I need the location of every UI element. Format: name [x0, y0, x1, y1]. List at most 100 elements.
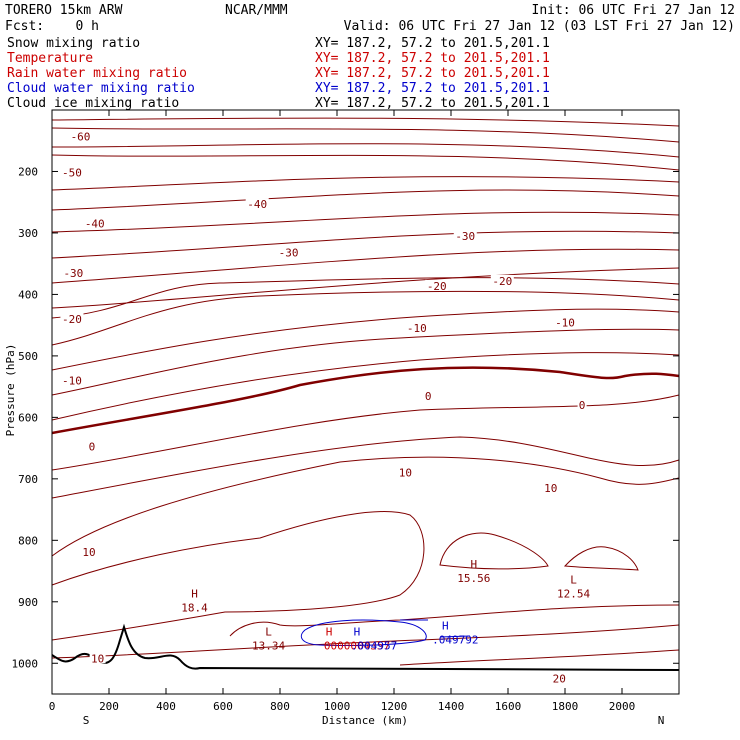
isotherm-line — [51, 267, 680, 309]
contour-label-bg — [81, 545, 98, 557]
isotherm-line — [51, 277, 680, 319]
init-time: Init: 06 UTC Fri 27 Jan 12 — [532, 3, 736, 18]
contour-label-bg — [87, 440, 97, 452]
contour-label: -20 — [427, 280, 447, 293]
field-name-snow: Snow mixing ratio — [7, 36, 140, 51]
valid-time: Valid: 06 UTC Fri 27 Jan 12 (03 LST Fri … — [344, 19, 735, 34]
contour-label: -40 — [247, 198, 267, 211]
cloud-water-max-kind: H — [442, 620, 449, 633]
contour-label: -60 — [71, 130, 91, 143]
y-tick-label: 700 — [18, 473, 38, 486]
extremum-kind: H — [470, 558, 477, 571]
center-title: NCAR/MMM — [225, 3, 288, 18]
isotherm-line — [51, 189, 680, 211]
contour-label: -10 — [555, 317, 575, 330]
contour-label: -30 — [455, 230, 475, 243]
axes: 0 200 400 600 800 1000 1200 1400 1600 1800 2000200… — [12, 110, 679, 713]
end-label-right: N — [658, 714, 665, 727]
isotherm-line — [51, 456, 680, 557]
x-tick-label: 1000 — [324, 700, 351, 713]
x-tick-label: 800 — [270, 700, 290, 713]
isotherm-line — [51, 211, 680, 233]
isotherm-line — [51, 154, 680, 171]
cloud-water-max-kind: H — [354, 626, 361, 639]
extremum-value: 12.54 — [557, 587, 590, 600]
field-name-cloud-ice: Cloud ice mixing ratio — [7, 96, 179, 111]
field-xy-rain: XY= 187.2, 57.2 to 201.5,201.1 — [315, 66, 550, 81]
isotherm-line — [51, 308, 680, 371]
contour-label-bg — [69, 130, 92, 142]
y-tick-label: 600 — [18, 411, 38, 424]
contour-label: 10 — [91, 652, 104, 665]
x-tick-label: 2000 — [609, 700, 636, 713]
y-axis-title: Pressure (hPa) — [4, 344, 17, 437]
isotherm-line — [51, 394, 680, 471]
rain-max-kind: H — [326, 626, 333, 639]
contour-label: 20 — [553, 673, 566, 686]
extremum-value: 18.4 — [181, 602, 208, 615]
contour-label: -20 — [62, 313, 82, 326]
contour-label: 10 — [544, 482, 557, 495]
y-tick-label: 400 — [18, 288, 38, 301]
contour-label-bg — [60, 374, 84, 386]
y-tick-label: 500 — [18, 350, 38, 363]
contour-label: -20 — [492, 275, 512, 288]
isotherm-line — [51, 230, 680, 259]
x-tick-label: 1200 — [381, 700, 408, 713]
contour-label: 0 — [579, 399, 586, 412]
cloud-water-max-value: .004957 — [351, 640, 397, 653]
contour-label-bg — [277, 246, 301, 258]
isotherm-line — [51, 352, 680, 421]
temperature-contours — [51, 117, 680, 666]
contour-label-bg — [577, 399, 587, 411]
field-xy-cloud-water: XY= 187.2, 57.2 to 201.5,201.1 — [315, 81, 550, 96]
contour-label: 0 — [89, 440, 96, 453]
x-tick-label: 0 — [49, 700, 56, 713]
extremum-kind: H — [191, 588, 198, 601]
contour-label: 10 — [82, 546, 95, 559]
x-axis-title: Distance (km) — [322, 714, 408, 727]
cloud-water-contours — [300, 619, 471, 646]
cloud-water-line — [439, 635, 471, 638]
contour-label-bg — [89, 652, 106, 664]
rain-max-value: 0000004357 — [324, 640, 390, 653]
contour-label-bg — [490, 274, 514, 286]
extrema-markers: H18.4H15.56L13.34L12.54H0000004357H.0049… — [181, 558, 590, 653]
end-label-left: S — [83, 714, 90, 727]
contour-label: -30 — [63, 267, 83, 280]
contour-label-bg — [60, 313, 84, 325]
x-tick-label: 1400 — [438, 700, 465, 713]
isotherm-line — [51, 290, 680, 346]
isotherm-line — [51, 328, 680, 396]
field-name-rain: Rain water mixing ratio — [7, 66, 187, 81]
x-tick-label: 1800 — [552, 700, 579, 713]
x-tick-label: 600 — [213, 700, 233, 713]
extremum-value: 15.56 — [457, 572, 490, 585]
contour-label: 10 — [399, 467, 412, 480]
y-tick-label: 800 — [18, 534, 38, 547]
isotherm-line — [51, 143, 680, 158]
field-xy-cloud-ice: XY= 187.2, 57.2 to 201.5,201.1 — [315, 96, 550, 111]
terrain-line — [51, 623, 680, 671]
field-xy-temperature: XY= 187.2, 57.2 to 201.5,201.1 — [315, 51, 550, 66]
isotherm-line — [51, 176, 680, 191]
field-xy-snow: XY= 187.2, 57.2 to 201.5,201.1 — [315, 36, 550, 51]
contour-label-bg — [397, 466, 414, 478]
contour-label-bg — [405, 322, 429, 334]
contour-label: -10 — [62, 374, 82, 387]
contour-label: -30 — [279, 247, 299, 260]
isotherm-line — [51, 511, 425, 641]
isotherm-line — [51, 117, 680, 127]
contour-label-bg — [542, 482, 559, 494]
contour-label: -10 — [407, 322, 427, 335]
contour-label: 0 — [425, 390, 432, 403]
plot-frame — [51, 109, 680, 695]
x-tick-label: 1600 — [495, 700, 522, 713]
isotherm-line — [51, 624, 680, 659]
contour-label: -40 — [85, 218, 105, 231]
isotherm-line — [439, 532, 549, 570]
x-tick-label: 200 — [99, 700, 119, 713]
isotherm-line — [51, 366, 680, 435]
extremum-kind: L — [570, 573, 577, 586]
